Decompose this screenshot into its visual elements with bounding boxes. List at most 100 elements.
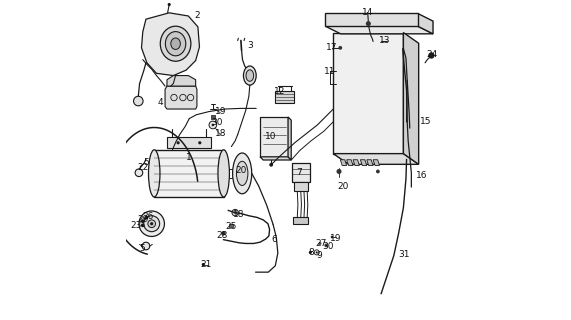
- Polygon shape: [295, 182, 308, 191]
- Ellipse shape: [232, 209, 238, 216]
- Ellipse shape: [366, 21, 371, 26]
- Polygon shape: [142, 13, 199, 76]
- Ellipse shape: [376, 170, 380, 173]
- Text: 1: 1: [186, 153, 192, 162]
- Ellipse shape: [209, 121, 216, 129]
- Polygon shape: [367, 160, 373, 165]
- Ellipse shape: [141, 223, 144, 227]
- Ellipse shape: [331, 236, 333, 238]
- Text: 24: 24: [427, 50, 438, 59]
- Text: 16: 16: [416, 171, 428, 180]
- Text: 19: 19: [330, 234, 341, 243]
- Text: 13: 13: [379, 36, 390, 45]
- Ellipse shape: [318, 242, 321, 245]
- Text: 2: 2: [194, 12, 200, 20]
- Ellipse shape: [144, 216, 160, 232]
- Polygon shape: [373, 160, 380, 165]
- Bar: [229, 224, 232, 227]
- Text: 20: 20: [338, 182, 349, 191]
- Ellipse shape: [150, 222, 153, 225]
- Text: 5: 5: [143, 158, 149, 167]
- Text: 22: 22: [137, 164, 148, 172]
- Ellipse shape: [221, 231, 226, 236]
- Polygon shape: [418, 13, 433, 34]
- Ellipse shape: [202, 263, 205, 266]
- Ellipse shape: [239, 179, 246, 185]
- Text: 18: 18: [232, 210, 244, 219]
- Ellipse shape: [148, 150, 160, 197]
- Ellipse shape: [168, 3, 171, 6]
- Polygon shape: [340, 160, 347, 165]
- Polygon shape: [347, 160, 353, 165]
- Ellipse shape: [243, 66, 256, 85]
- Ellipse shape: [176, 141, 180, 144]
- Ellipse shape: [135, 169, 143, 177]
- Polygon shape: [360, 160, 367, 165]
- Ellipse shape: [309, 251, 312, 254]
- Polygon shape: [260, 117, 288, 157]
- Text: 6: 6: [271, 235, 278, 244]
- Polygon shape: [154, 150, 224, 197]
- Polygon shape: [236, 161, 249, 172]
- Text: 18: 18: [215, 129, 226, 138]
- Text: 3: 3: [247, 41, 253, 50]
- Ellipse shape: [142, 242, 150, 250]
- Text: 25: 25: [225, 222, 236, 231]
- Ellipse shape: [218, 150, 230, 197]
- Polygon shape: [325, 13, 418, 26]
- Text: 10: 10: [265, 132, 276, 140]
- Ellipse shape: [236, 161, 248, 186]
- Ellipse shape: [160, 26, 191, 61]
- Ellipse shape: [241, 180, 244, 183]
- Text: 11: 11: [324, 67, 335, 76]
- Polygon shape: [325, 26, 433, 34]
- Polygon shape: [165, 86, 197, 109]
- Ellipse shape: [139, 211, 164, 236]
- Ellipse shape: [336, 169, 341, 174]
- Ellipse shape: [428, 52, 435, 59]
- Polygon shape: [333, 154, 419, 164]
- Polygon shape: [293, 217, 308, 224]
- Polygon shape: [167, 76, 196, 86]
- Text: 17: 17: [326, 43, 337, 52]
- Polygon shape: [333, 33, 403, 154]
- Text: 30: 30: [322, 242, 333, 251]
- Polygon shape: [292, 163, 311, 182]
- Text: 12: 12: [274, 87, 286, 96]
- Text: 28: 28: [217, 231, 228, 240]
- Text: 4: 4: [158, 98, 163, 107]
- Polygon shape: [275, 91, 295, 103]
- Text: 8: 8: [309, 248, 315, 257]
- Ellipse shape: [141, 219, 144, 223]
- Ellipse shape: [171, 38, 180, 50]
- Text: 27: 27: [316, 239, 327, 248]
- Polygon shape: [288, 117, 291, 160]
- Ellipse shape: [212, 124, 214, 126]
- Ellipse shape: [240, 164, 244, 168]
- Ellipse shape: [232, 153, 252, 194]
- Ellipse shape: [316, 252, 317, 253]
- Polygon shape: [403, 33, 419, 164]
- Ellipse shape: [246, 70, 254, 81]
- Ellipse shape: [324, 244, 328, 247]
- Text: 30: 30: [211, 118, 223, 127]
- Ellipse shape: [339, 46, 342, 50]
- Text: 29: 29: [137, 215, 148, 224]
- Ellipse shape: [145, 216, 148, 219]
- Ellipse shape: [314, 250, 319, 255]
- Text: 5: 5: [139, 244, 145, 253]
- Polygon shape: [260, 157, 291, 160]
- Ellipse shape: [148, 220, 155, 228]
- Text: 20: 20: [236, 166, 247, 175]
- Ellipse shape: [198, 141, 202, 144]
- Text: 7: 7: [297, 168, 303, 177]
- Text: 26: 26: [142, 212, 154, 221]
- Text: 23: 23: [130, 221, 142, 230]
- Text: 14: 14: [362, 8, 373, 17]
- Ellipse shape: [134, 96, 143, 106]
- Polygon shape: [167, 137, 211, 148]
- Text: 31: 31: [399, 251, 410, 260]
- Polygon shape: [353, 160, 359, 165]
- Ellipse shape: [234, 211, 236, 214]
- Ellipse shape: [270, 163, 273, 167]
